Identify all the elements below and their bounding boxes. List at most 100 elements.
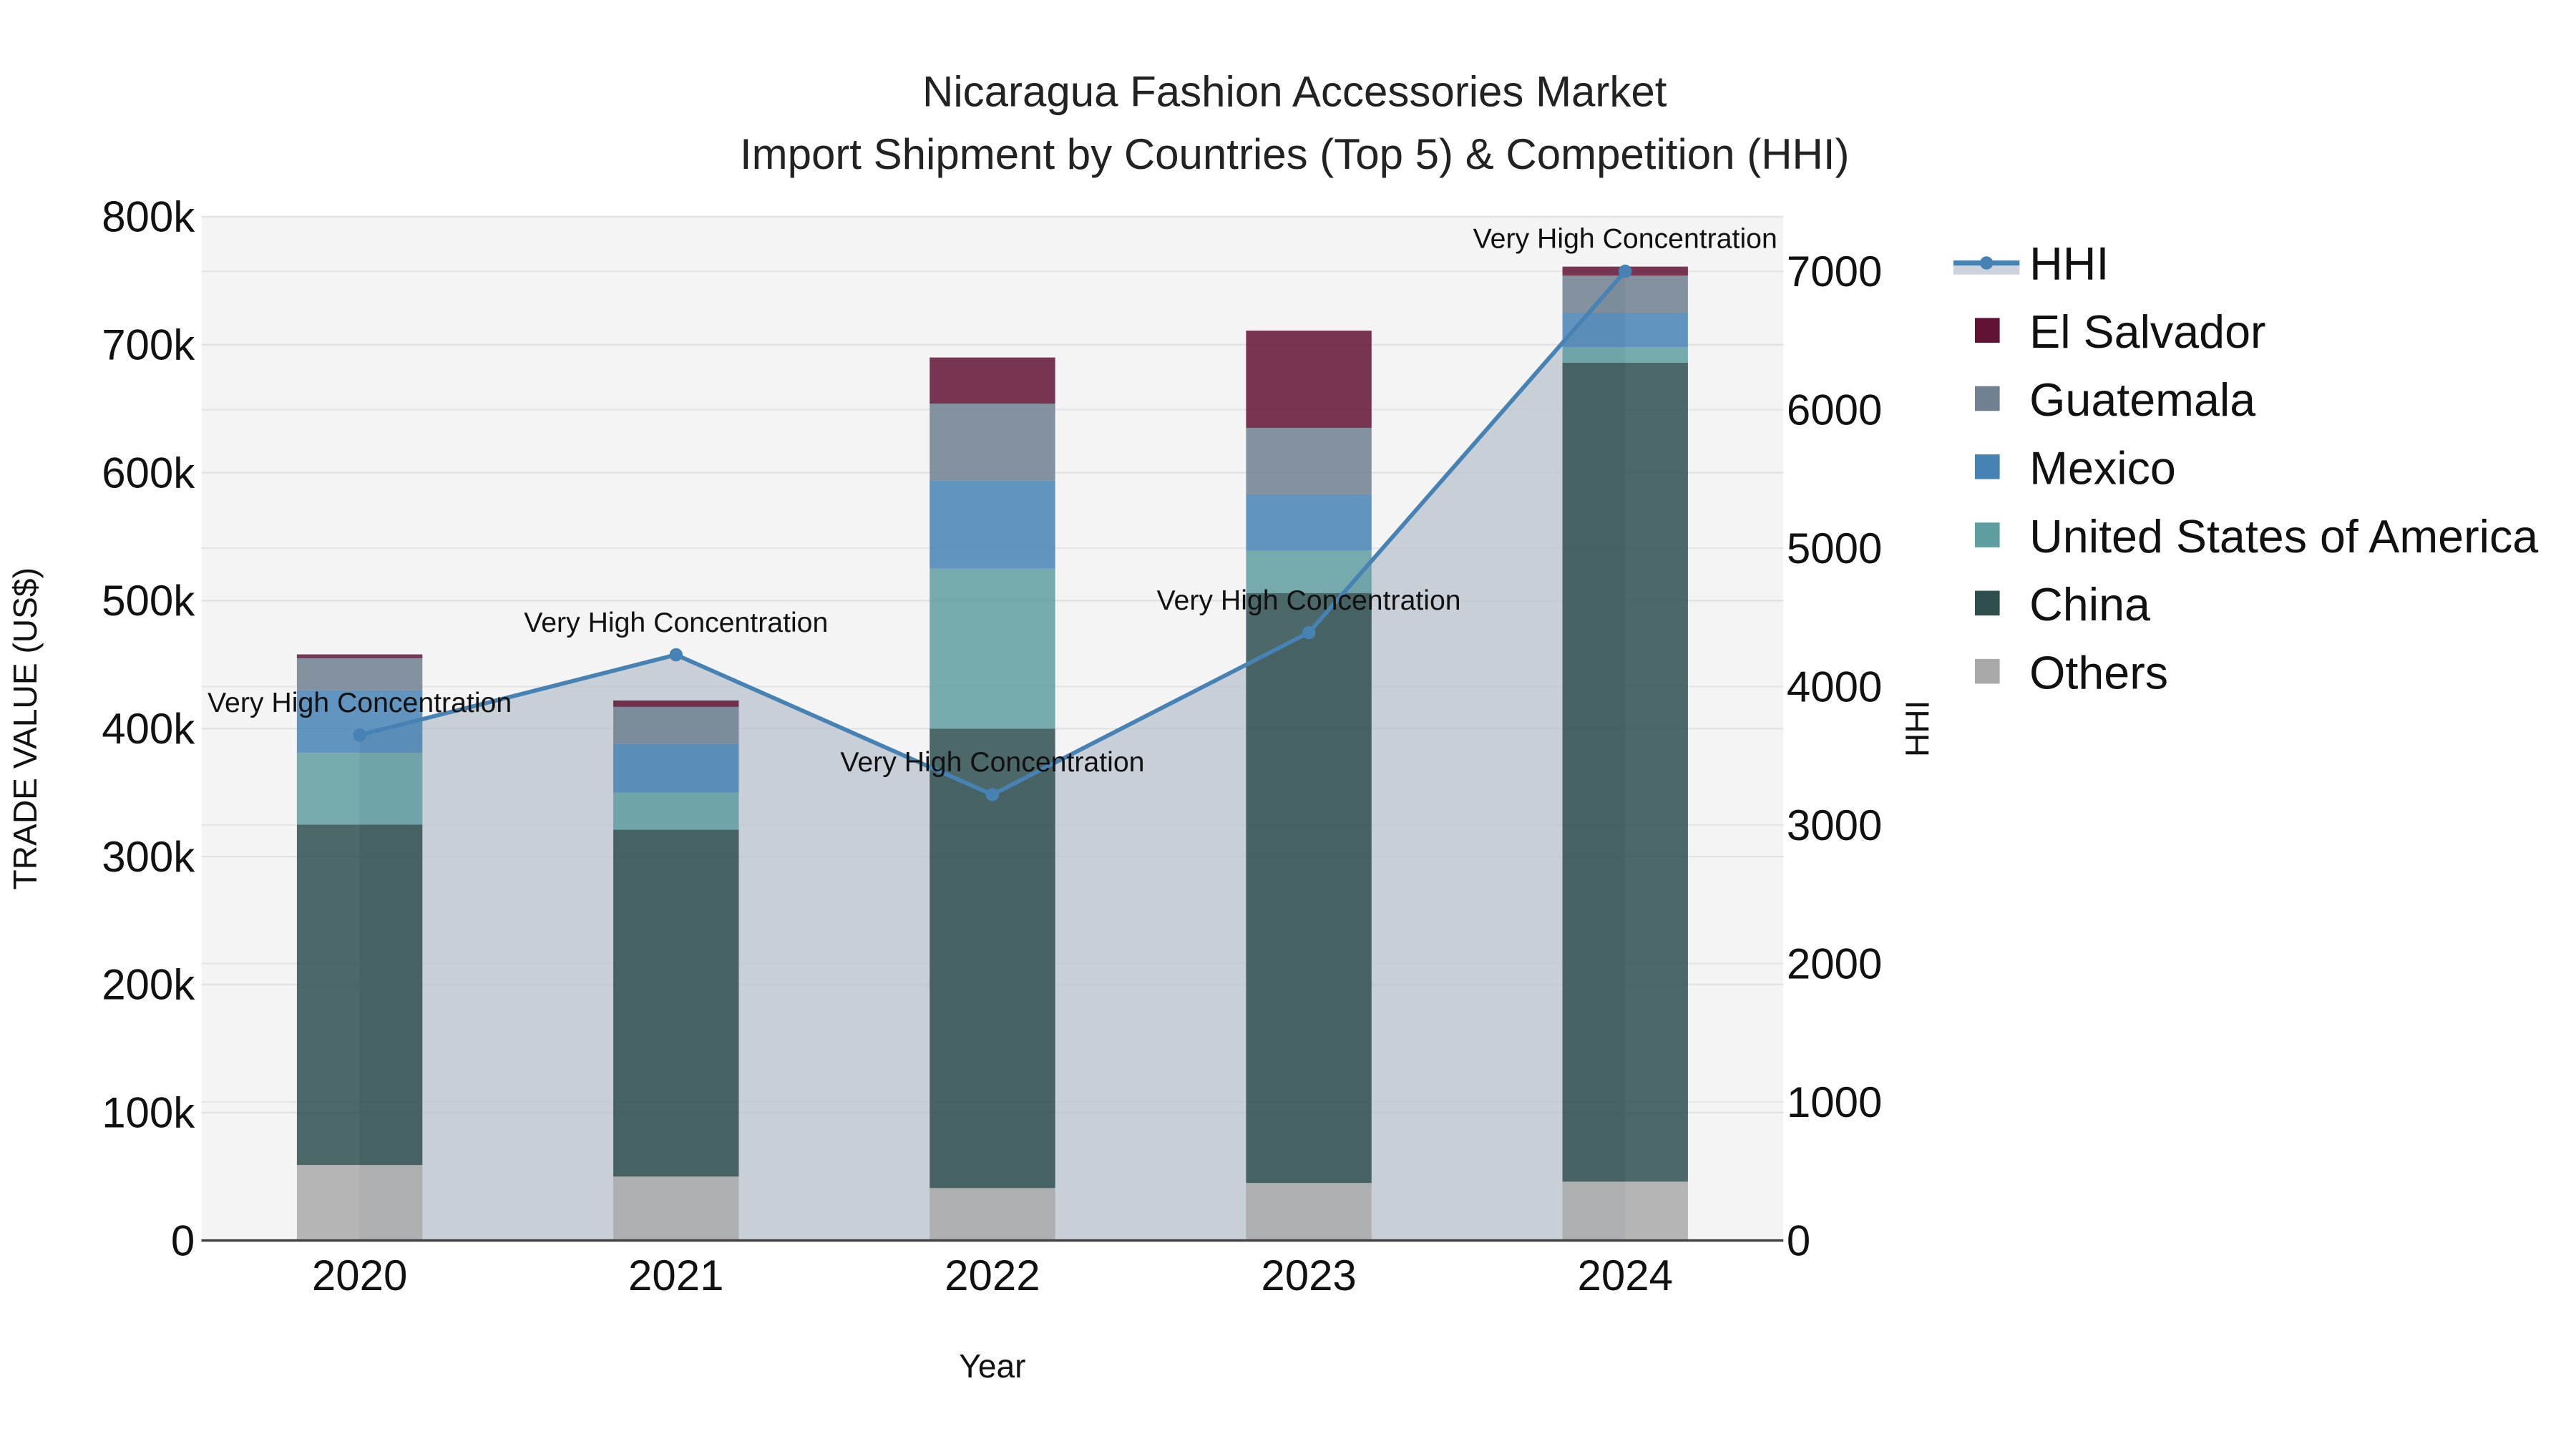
x-tick-label: 2024	[1577, 1252, 1672, 1299]
bar-segment-mexico	[613, 743, 739, 793]
y-right-tick-label: 7000	[1787, 248, 1882, 296]
hhi-annotation: Very High Concentration	[1473, 223, 1777, 255]
y-left-tick-label: 700k	[102, 321, 195, 369]
bar-stack-2022	[930, 357, 1055, 1241]
x-tick-label: 2020	[312, 1252, 407, 1299]
legend-marker-icon	[1979, 256, 1994, 270]
hhi-annotation: Very High Concentration	[1157, 585, 1461, 616]
bar-segment-united-states-of-america	[1562, 347, 1688, 363]
bar-segment-others	[1246, 1183, 1372, 1241]
bar-segment-mexico	[930, 480, 1055, 569]
bar-segment-china	[613, 829, 739, 1177]
y-right-tick-label: 2000	[1787, 940, 1882, 987]
y-left-tick-label: 400k	[102, 705, 195, 753]
legend-item-guatemala[interactable]: Guatemala	[1975, 374, 2255, 426]
y-left-tick-label: 0	[171, 1216, 195, 1264]
bar-segment-others	[296, 1165, 423, 1241]
bar-segment-guatemala	[1562, 275, 1688, 313]
y-left-tick-label: 200k	[102, 961, 195, 1009]
legend-label: Mexico	[2029, 443, 2176, 494]
bar-segment-guatemala	[613, 706, 739, 744]
hhi-line	[353, 264, 1632, 801]
hhi-annotation: Very High Concentration	[524, 607, 828, 638]
hhi-marker	[1619, 264, 1632, 278]
legend-item-china[interactable]: China	[1975, 579, 2150, 630]
hhi-annotations: Very High Concentration Very High Concent…	[208, 223, 1777, 778]
legend: HHI El Salvador Guatemala Mexico United Stat…	[1953, 238, 2538, 698]
y-left-tick-label: 100k	[102, 1089, 195, 1137]
bar-segment-el-salvador	[1246, 331, 1372, 428]
hhi-marker	[353, 728, 366, 742]
y-axis-right-ticks: 0 1000 2000 3000 4000 5000 6000 7000	[1787, 248, 1882, 1265]
legend-swatch-icon	[1975, 386, 2000, 411]
bar-segment-mexico	[296, 690, 423, 753]
x-tick-label: 2023	[1261, 1252, 1356, 1299]
y-right-tick-label: 5000	[1787, 525, 1882, 572]
bar-segment-china	[1246, 592, 1372, 1184]
legend-item-united-states-of-america[interactable]: United States of America	[1975, 511, 2538, 562]
legend-swatch-icon	[1975, 522, 2000, 547]
bar-segment-guatemala	[296, 658, 423, 691]
bar-segment-others	[613, 1176, 739, 1241]
hhi-marker	[669, 648, 683, 662]
legend-swatch-icon	[1975, 454, 2000, 479]
bar-stack-2020	[296, 654, 423, 1241]
bar-stack-2021	[613, 700, 739, 1241]
bar-segment-mexico	[1562, 313, 1688, 348]
legend-swatch-icon	[1975, 590, 2000, 616]
y-left-tick-label: 300k	[102, 833, 195, 881]
y-right-tick-label: 1000	[1787, 1078, 1882, 1126]
x-tick-label: 2021	[628, 1252, 723, 1299]
hhi-annotation: Very High Concentration	[208, 687, 512, 718]
bar-segment-others	[930, 1188, 1055, 1241]
y-left-tick-label: 600k	[102, 449, 195, 497]
legend-label: United States of America	[2029, 511, 2538, 562]
legend-label: El Salvador	[2029, 306, 2265, 358]
chart-title-line1: Nicaragua Fashion Accessories Market	[922, 67, 1667, 115]
legend-label: Guatemala	[2029, 374, 2255, 426]
bar-segment-mexico	[1246, 494, 1372, 551]
x-axis-ticks: 2020 2021 2022 2023 2024	[312, 1252, 1673, 1299]
y-right-tick-label: 3000	[1787, 801, 1882, 849]
stacked-bars	[296, 266, 1688, 1241]
bar-segment-china	[930, 728, 1055, 1189]
y-axis-right-label: HHI	[1898, 701, 1936, 757]
y-left-tick-label: 500k	[102, 577, 195, 625]
bar-segment-china	[1562, 362, 1688, 1182]
legend-item-hhi[interactable]: HHI	[1953, 238, 2109, 290]
bar-stack-2023	[1246, 331, 1372, 1241]
x-tick-label: 2022	[945, 1252, 1040, 1299]
legend-item-mexico[interactable]: Mexico	[1975, 443, 2176, 494]
bar-segment-others	[1562, 1181, 1688, 1241]
legend-item-el-salvador[interactable]: El Salvador	[1975, 306, 2266, 358]
y-right-tick-label: 0	[1787, 1216, 1810, 1264]
legend-label: Others	[2029, 647, 2168, 698]
bar-segment-china	[296, 824, 423, 1166]
bar-stack-2024	[1562, 266, 1688, 1241]
bar-segment-guatemala	[930, 404, 1055, 481]
hhi-marker	[1302, 625, 1316, 640]
y-axis-left-label: TRADE VALUE (US$)	[6, 567, 44, 889]
x-axis-label: Year	[959, 1347, 1025, 1385]
y-right-tick-label: 6000	[1787, 386, 1882, 434]
legend-label: HHI	[2029, 238, 2109, 290]
bar-segment-united-states-of-america	[930, 568, 1055, 729]
bar-segment-guatemala	[1246, 427, 1372, 494]
hhi-annotation: Very High Concentration	[840, 746, 1144, 778]
legend-swatch-icon	[1975, 318, 2000, 343]
y-axis-left-ticks: 0 100k 200k 300k 400k 500k 600k 700k 800k	[102, 193, 195, 1265]
bar-segment-el-salvador	[296, 654, 423, 658]
bar-segment-united-states-of-america	[613, 792, 739, 830]
bar-segment-el-salvador	[930, 357, 1055, 404]
bar-segment-el-salvador	[613, 700, 739, 707]
legend-swatch-icon	[1975, 658, 2000, 684]
hhi-marker	[985, 788, 1000, 801]
legend-label: China	[2029, 579, 2150, 630]
y-left-tick-label: 800k	[102, 193, 195, 241]
bar-segment-united-states-of-america	[296, 753, 423, 825]
chart-title-line2: Import Shipment by Countries (Top 5) & C…	[740, 130, 1850, 178]
legend-item-others[interactable]: Others	[1975, 647, 2168, 698]
y-right-tick-label: 4000	[1787, 663, 1882, 711]
